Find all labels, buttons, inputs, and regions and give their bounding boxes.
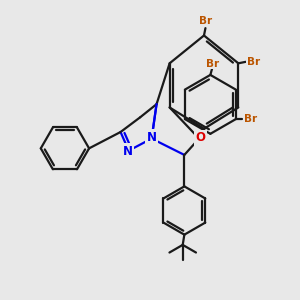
Text: N: N bbox=[147, 130, 157, 144]
Text: Br: Br bbox=[247, 56, 260, 67]
Text: Br: Br bbox=[206, 59, 219, 69]
Text: Br: Br bbox=[199, 16, 212, 26]
Text: N: N bbox=[123, 145, 133, 158]
Text: Br: Br bbox=[244, 114, 257, 124]
Text: O: O bbox=[195, 131, 205, 145]
